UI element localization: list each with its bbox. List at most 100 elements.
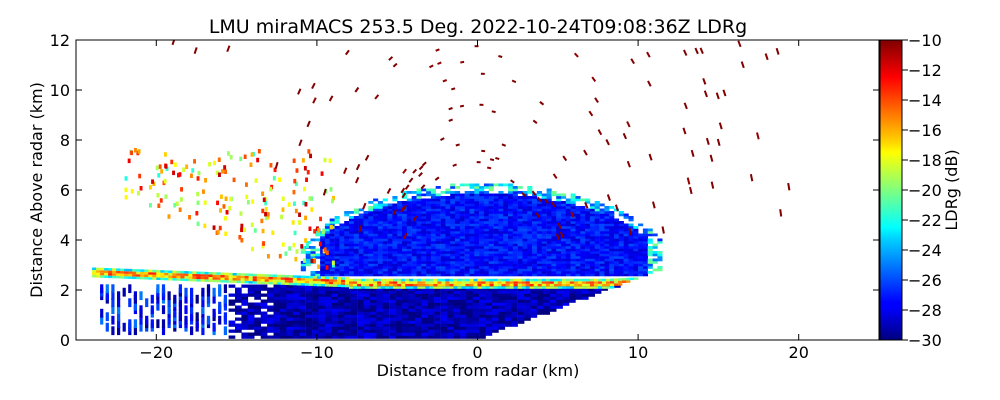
ldr-cell xyxy=(373,223,379,227)
ldr-streak xyxy=(622,132,628,140)
ldr-cell xyxy=(426,193,432,197)
ldr-cell xyxy=(344,273,350,277)
ldr-cell xyxy=(208,277,213,280)
ldr-cell xyxy=(485,329,493,333)
ldr-cell xyxy=(421,308,428,312)
ldr-cell xyxy=(395,323,403,327)
ldr-cell xyxy=(479,236,485,239)
ldr-cell xyxy=(305,263,311,267)
ldr-cell xyxy=(556,218,562,222)
ldr-cell xyxy=(440,203,446,207)
ldr-cell xyxy=(479,296,486,300)
ldr-cell xyxy=(485,283,490,287)
ldr-cell xyxy=(459,198,465,202)
ldr-cell xyxy=(318,305,326,309)
ldr-cell xyxy=(266,214,270,220)
ldr-cell xyxy=(589,241,595,244)
ldr-streak xyxy=(648,153,653,161)
ldr-cell xyxy=(532,251,538,254)
ldr-cell xyxy=(459,223,465,227)
ldr-cell xyxy=(453,329,461,333)
ldr-cell xyxy=(459,218,465,222)
ldr-cell xyxy=(223,312,227,322)
ldr-cell xyxy=(469,231,475,234)
ldr-cell xyxy=(397,281,402,284)
ldr-cell xyxy=(440,263,446,267)
ldr-cell xyxy=(633,271,639,274)
ldr-cell xyxy=(469,211,475,214)
ldr-cell xyxy=(382,208,388,212)
ldr-cell xyxy=(505,286,510,289)
ldr-cell xyxy=(638,233,644,237)
ldr-cell xyxy=(358,266,364,269)
ldr-cell xyxy=(594,221,600,224)
ldr-cell xyxy=(434,332,441,336)
ldr-cell xyxy=(344,271,350,274)
ldr-cell xyxy=(212,277,217,280)
ldr-cell xyxy=(240,238,244,243)
ldr-cell xyxy=(602,278,607,282)
ldr-cell xyxy=(464,238,470,242)
ldr-cell xyxy=(536,201,542,204)
ldr-cell xyxy=(551,273,557,277)
ldr-cell xyxy=(339,223,345,227)
ldr-cell xyxy=(161,319,166,329)
ldr-cell xyxy=(642,258,648,262)
ldr-cell xyxy=(430,228,436,232)
ldr-cell xyxy=(280,282,286,285)
ldr-cell xyxy=(594,261,600,264)
ldr-cell xyxy=(430,211,436,214)
ldr-cell xyxy=(196,276,201,280)
ldr-cell xyxy=(421,193,427,197)
ldr-cell xyxy=(614,228,620,232)
ldr-cell xyxy=(532,256,538,259)
ldr-cell xyxy=(416,253,422,257)
ldr-cell xyxy=(228,293,236,297)
ldr-cell xyxy=(517,231,523,234)
ldr-cell xyxy=(575,198,581,202)
ldr-cell xyxy=(604,238,610,242)
ldr-cell xyxy=(421,233,427,237)
ldr-cell xyxy=(483,258,489,262)
ldr-cell xyxy=(363,308,371,312)
ldr-cell xyxy=(433,283,438,287)
ldr-cell xyxy=(642,231,648,234)
ldr-cell xyxy=(561,193,567,197)
ldr-cell xyxy=(266,212,270,217)
ldr-streak xyxy=(418,165,424,171)
ldr-cell xyxy=(339,248,345,252)
ldr-cell xyxy=(503,213,509,217)
ldr-cell xyxy=(517,228,523,232)
ldr-cell xyxy=(628,241,634,244)
ldr-cell xyxy=(402,296,409,300)
ldr-cell xyxy=(610,286,615,289)
ldr-cell xyxy=(430,198,436,202)
ldr-cell xyxy=(353,286,358,289)
ldr-cell xyxy=(320,258,326,262)
ldr-cell xyxy=(293,178,297,184)
ldr-cell xyxy=(344,266,350,269)
ldr-streak xyxy=(459,104,465,108)
ldr-cell xyxy=(320,243,326,247)
ldr-cell xyxy=(363,216,369,219)
ldr-cell xyxy=(599,208,605,212)
ldr-cell xyxy=(324,335,332,339)
ldr-cell xyxy=(353,268,359,272)
ldr-cell xyxy=(333,279,338,282)
ldr-cell xyxy=(421,317,428,321)
ldr-cell xyxy=(503,198,509,202)
ldr-cell xyxy=(260,335,268,339)
ldr-cell xyxy=(628,218,634,222)
ldr-cell xyxy=(551,238,557,242)
ldr-cell xyxy=(493,233,499,237)
ldr-cell xyxy=(350,308,358,312)
ldr-cell xyxy=(614,218,620,222)
ldr-cell xyxy=(139,291,143,301)
ldr-cell xyxy=(459,238,465,242)
ldr-cell xyxy=(128,268,133,272)
ldr-cell xyxy=(508,258,514,262)
ldr-cell xyxy=(150,305,154,315)
ldr-cell xyxy=(647,241,653,244)
ldr-cell xyxy=(594,213,600,217)
ldr-cell xyxy=(349,218,355,222)
